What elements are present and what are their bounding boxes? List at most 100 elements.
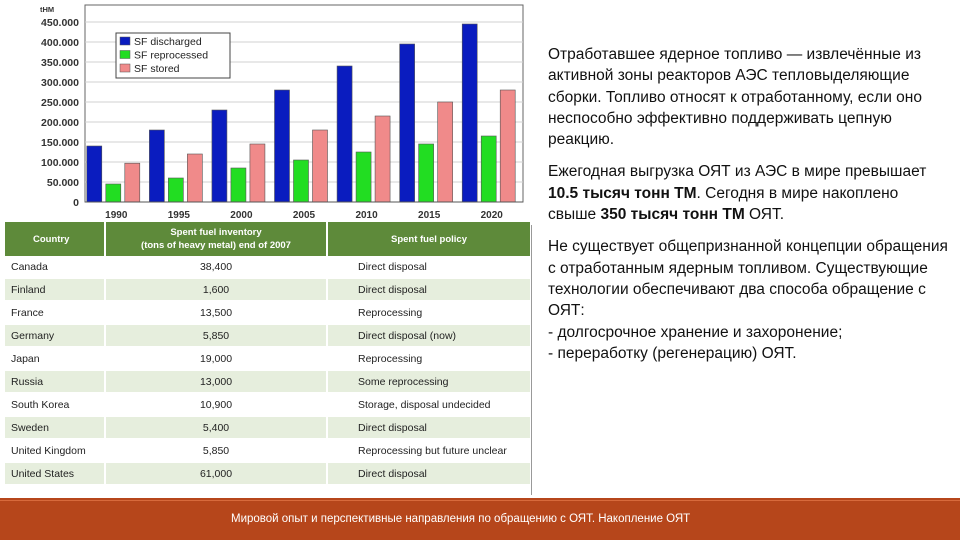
bar-stored [187, 153, 203, 203]
x-tick-label: 2005 [293, 210, 316, 221]
footer-bar: Мировой опыт и перспективные направления… [0, 498, 960, 540]
header-policy: Spent fuel policy [327, 222, 530, 256]
header-inventory: Spent fuel inventory (tons of heavy meta… [105, 222, 328, 256]
cell-policy: Direct disposal [327, 462, 530, 486]
cell-inventory: 5,850 [105, 439, 328, 463]
legend-swatch [119, 36, 131, 46]
cell-inventory: 61,000 [105, 462, 328, 486]
y-tick-label: 350.000 [41, 57, 79, 69]
x-tick-label: 1990 [105, 210, 128, 221]
footer-accent-line [0, 500, 960, 501]
stats-paragraph: Ежегодная выгрузка ОЯТ из АЭС в мире пре… [548, 163, 927, 224]
y-tick-label: 250.000 [41, 97, 79, 109]
y-tick-label: 200.000 [41, 117, 79, 129]
bar-discharged [86, 145, 103, 203]
table-header-row: Country Spent fuel inventory (tons of he… [5, 222, 530, 256]
bar-stored [499, 89, 516, 203]
x-tick-label: 2020 [481, 210, 504, 221]
cell-inventory: 1,600 [105, 278, 328, 302]
bar-discharged [274, 89, 290, 203]
legend-box [115, 32, 231, 79]
spent-fuel-bar-chart: 0 50.000 100.000 150.000 200.000 250.000 300.0… [40, 4, 524, 221]
cell-inventory: 19,000 [105, 347, 328, 371]
table-row: United Kingdom 5,850 Reprocessing but futu… [5, 439, 530, 463]
bar-reprocessed [293, 159, 309, 203]
table-row: Japan 19,000 Reprocessing [5, 347, 530, 371]
cell-inventory: 13,500 [105, 301, 328, 325]
cell-country: Finland [5, 278, 106, 302]
cell-country: South Korea [5, 393, 106, 417]
divider [531, 225, 532, 495]
y-tick-label: 100.000 [41, 157, 79, 169]
cell-policy: Reprocessing [327, 347, 530, 371]
table-row: South Korea 10,900 Storage, disposal undec… [5, 393, 530, 417]
cell-country: France [5, 301, 106, 325]
cell-policy: Reprocessing [327, 301, 530, 325]
cell-policy: Direct disposal [327, 416, 530, 440]
bar-reprocessed [480, 135, 497, 203]
x-tick-label: 2010 [355, 210, 378, 221]
bar-stored [374, 115, 391, 203]
text-block: Отработавшее ядерное топливо — извлечённ… [548, 44, 948, 375]
cell-policy: Direct disposal [327, 278, 530, 302]
cell-policy: Direct disposal [327, 256, 530, 279]
cell-country: Germany [5, 324, 106, 348]
table-row: Sweden 5,400 Direct disposal [5, 416, 530, 440]
bar-reprocessed [168, 177, 184, 203]
cell-policy: Storage, disposal undecided [327, 393, 530, 417]
bar-discharged [336, 65, 353, 203]
table-row: France 13,500 Reprocessing [5, 301, 530, 325]
y-axis-unit: tHM [40, 5, 54, 14]
table-row: Finland 1,600 Direct disposal [5, 278, 530, 302]
table-row: Canada 38,400 Direct disposal [5, 256, 530, 279]
table-row: Germany 5,850 Direct disposal (now) [5, 324, 530, 348]
bar-reprocessed [418, 143, 434, 203]
y-tick-label: 450.000 [41, 17, 79, 29]
cell-country: Sweden [5, 416, 106, 440]
cell-inventory: 5,850 [105, 324, 328, 348]
x-tick-label: 2000 [230, 210, 253, 221]
cell-inventory: 10,900 [105, 393, 328, 417]
y-tick-label: 300.000 [41, 77, 79, 89]
x-tick-label: 2015 [418, 210, 441, 221]
legend-label: SF reprocessed [134, 50, 208, 62]
bar-discharged [149, 129, 165, 203]
bar-stored [249, 143, 266, 203]
bar-discharged [211, 109, 228, 203]
cell-country: United Kingdom [5, 439, 106, 463]
definition-paragraph: Отработавшее ядерное топливо — извлечённ… [548, 46, 922, 149]
x-tick-label: 1995 [168, 210, 191, 221]
legend-swatch [119, 63, 131, 73]
cell-policy: Some reprocessing [327, 370, 530, 394]
y-tick-label: 150.000 [41, 137, 79, 149]
cell-country: Russia [5, 370, 106, 394]
cell-inventory: 38,400 [105, 256, 328, 279]
cell-country: Canada [5, 256, 106, 279]
cell-policy: Reprocessing but future unclear [327, 439, 530, 463]
cell-policy: Direct disposal (now) [327, 324, 530, 348]
bar-stored [124, 162, 141, 203]
footer-caption: Мировой опыт и перспективные направления… [231, 513, 691, 525]
bar-stored [312, 129, 328, 203]
cell-inventory: 13,000 [105, 370, 328, 394]
y-tick-label: 400.000 [41, 37, 79, 49]
y-tick-label: 0 [73, 197, 79, 209]
concept-paragraph: Не существует общепризнанной концепции о… [548, 238, 948, 362]
bar-stored [437, 101, 453, 203]
header-country: Country [5, 222, 106, 256]
bar-reprocessed [105, 183, 122, 203]
legend-swatch [119, 50, 131, 59]
bar-reprocessed [355, 151, 372, 203]
table-row: United States 61,000 Direct disposal [5, 462, 530, 486]
bar-discharged [461, 23, 478, 203]
cell-country: Japan [5, 347, 106, 371]
cell-inventory: 5,400 [105, 416, 328, 440]
bar-discharged [399, 43, 415, 203]
legend-label: SF stored [134, 63, 180, 75]
spent-fuel-table: Country Spent fuel inventory (tons of he… [5, 222, 530, 486]
table-row: Russia 13,000 Some reprocessing [5, 370, 530, 394]
y-tick-label: 50.000 [47, 177, 79, 189]
bar-reprocessed [230, 167, 247, 203]
cell-country: United States [5, 462, 106, 486]
legend-label: SF discharged [134, 36, 202, 48]
